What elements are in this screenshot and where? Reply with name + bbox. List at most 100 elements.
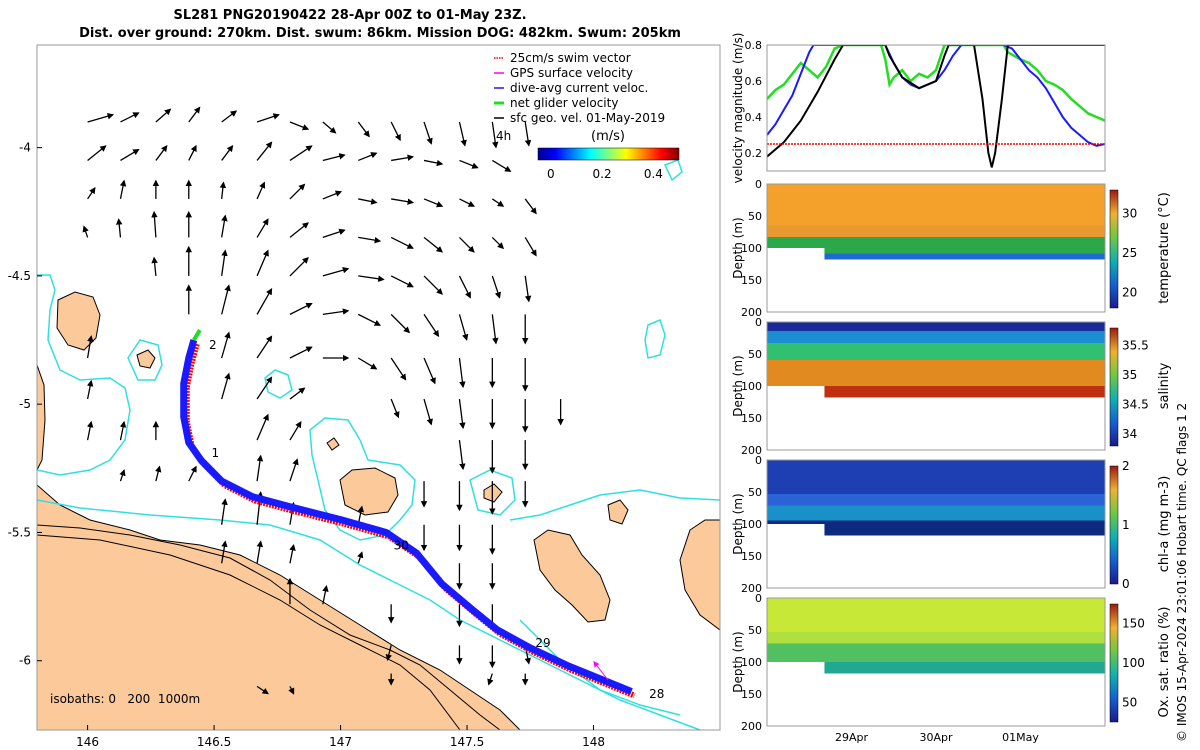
depth-tick-label: 100 [741, 380, 762, 393]
current-vector [288, 686, 295, 695]
current-vector [458, 398, 466, 430]
map-x-tick-label: 146.5 [197, 735, 231, 749]
colorbar-tick-label: 34 [1122, 427, 1137, 441]
current-vector [524, 237, 537, 257]
velocity-y-tick-label: 0.2 [745, 147, 763, 160]
depth-tick-label: 200 [741, 720, 762, 733]
time-tick-label: 30Apr [919, 731, 953, 744]
colorbar-tick-label: 35 [1122, 368, 1137, 382]
current-vector [256, 249, 269, 277]
current-vector [120, 148, 140, 162]
velocity-series [767, 45, 1105, 168]
current-vector [289, 458, 299, 482]
land-island-long [533, 529, 611, 623]
heatmap-colorbar [1109, 465, 1119, 585]
current-vector [221, 110, 238, 123]
legend-entry: net glider velocity [510, 96, 618, 110]
land-island-west [56, 291, 101, 351]
depth-tick-label: 150 [741, 550, 762, 563]
heatmap-panel: 0 50 100 150 200 Depth (m) 20 25 30 temperature (… [731, 178, 1172, 319]
depth-tick-label: 0 [755, 178, 762, 191]
current-vector [491, 275, 501, 299]
current-vector [524, 198, 537, 215]
map-y-tick-label: -5 [19, 397, 31, 411]
isobaths-label: isobaths: 0 200 1000m [50, 692, 200, 706]
colorbar-tick-label: 34.5 [1122, 398, 1149, 412]
colorbar-tick-label: 1 [1122, 518, 1130, 532]
colorbar-label: temperature (°C) [1157, 192, 1172, 304]
current-vector [357, 121, 370, 138]
depth-tick-label: 50 [748, 210, 762, 223]
current-vector [221, 214, 228, 238]
current-vector [256, 218, 269, 238]
chart-subtitle: Dist. over ground: 270km. Dist. swum: 86… [79, 26, 681, 41]
current-vector [423, 159, 444, 167]
isobath-1000c [127, 339, 163, 381]
day-marker: 29 [535, 636, 550, 650]
current-vector [423, 198, 444, 208]
depth-tick-label: 0 [755, 454, 762, 467]
current-vector [358, 198, 378, 205]
current-vector [119, 420, 127, 441]
depth-tick-label: 200 [741, 444, 762, 457]
current-vector [256, 454, 264, 482]
time-tick-label: 29Apr [835, 731, 869, 744]
credit-text: © IMOS 15-Apr-2024 23:01:06 Hobart time.… [1175, 402, 1189, 742]
current-vector [86, 420, 94, 441]
current-vector [458, 275, 471, 299]
current-vector [357, 551, 364, 564]
colorbar-tick-label: 0 [547, 167, 555, 181]
current-vector [188, 465, 197, 482]
current-vector [423, 314, 440, 338]
current-vector [458, 357, 466, 389]
current-vector [459, 198, 476, 207]
current-vector [491, 121, 499, 149]
current-vector [82, 225, 89, 238]
current-vector [491, 198, 505, 207]
isobath-200b [37, 534, 461, 730]
map-frame [36, 44, 721, 731]
current-vector [322, 267, 350, 277]
current-vector [390, 313, 411, 334]
current-vector [256, 335, 273, 359]
current-vector [151, 210, 158, 238]
current-vector [289, 420, 302, 441]
current-vector [491, 159, 512, 172]
depth-ylabel: Depth (m) [731, 493, 745, 554]
current-vector [487, 673, 494, 686]
speed-colorbar [537, 147, 680, 161]
colorbar-unit-label: (m/s) [591, 129, 625, 144]
depth-tick-label: 0 [755, 592, 762, 605]
current-vector [221, 540, 228, 564]
current-vector [151, 256, 158, 276]
current-vector [385, 645, 392, 661]
current-vector [256, 141, 273, 161]
current-vector [358, 275, 385, 282]
current-vector [524, 121, 532, 147]
current-vector [256, 288, 273, 315]
current-vector [221, 331, 231, 359]
current-vector [87, 187, 96, 200]
current-vector [289, 303, 313, 315]
current-vector [423, 121, 433, 145]
day-marker: 1 [212, 446, 220, 460]
current-vector [390, 121, 401, 142]
current-vector [322, 153, 346, 162]
heatmap-colorbar [1109, 189, 1119, 309]
isobath-200 [37, 524, 501, 730]
land-island-tiny [326, 437, 340, 451]
depth-tick-label: 100 [741, 656, 762, 669]
colorbar-tick-label: 2 [1122, 459, 1130, 473]
depth-tick-label: 150 [741, 688, 762, 701]
current-vector [221, 284, 231, 315]
heatmap-panel: 0 50 100 150 200 Depth (m) 34 34.5 35 35.5 salinit… [731, 316, 1172, 457]
current-vector [256, 685, 269, 695]
depth-tick-label: 50 [748, 486, 762, 499]
time-tick-label: 01May [1002, 731, 1039, 744]
land-island-small [136, 349, 156, 369]
current-vector [423, 398, 433, 426]
current-vector [458, 314, 469, 341]
current-vector [458, 236, 475, 253]
velocity-y-tick-label: 0.4 [745, 111, 763, 124]
